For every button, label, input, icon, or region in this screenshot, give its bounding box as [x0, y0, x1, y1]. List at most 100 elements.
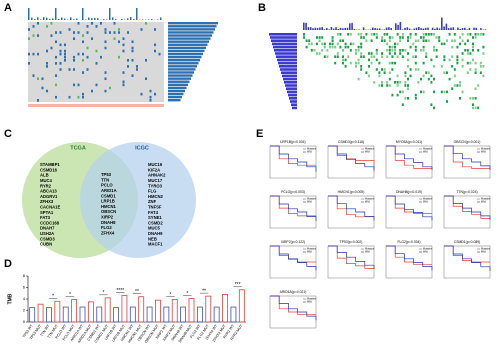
- oncoprint-cell: [77, 22, 80, 25]
- oncoprint-cell: [381, 84, 383, 87]
- legend-label: Wild: [307, 301, 312, 304]
- oncoprint-cell: [373, 33, 376, 36]
- oncoprint-cell: [404, 81, 407, 84]
- oncoprint-cell: [77, 83, 80, 87]
- oncoprint-cell: [474, 36, 477, 39]
- oncoprint-cell: [422, 39, 425, 42]
- legend-label: Mutation: [365, 248, 375, 251]
- oncoprint-cell: [438, 36, 441, 39]
- oncoprint-cell: [440, 42, 443, 46]
- oncoprint-top: [323, 29, 326, 30]
- oncoprint-side: [168, 55, 202, 59]
- oncoprint-top: [424, 27, 427, 30]
- plot-title: ARID1A(p=0.021): [280, 290, 307, 294]
- gene-label: HMCN1: [101, 204, 117, 209]
- bar: [205, 295, 212, 323]
- oncoprint-cell: [59, 49, 62, 53]
- oncoprint-cell: [482, 65, 485, 68]
- gene-label: CACNA1E: [40, 205, 60, 210]
- oncoprint-cell: [336, 52, 339, 55]
- gene-label: SYNE1: [148, 215, 162, 220]
- oncoprint-cell: [422, 61, 425, 65]
- y-tick-label: 6: [23, 285, 26, 290]
- oncoprint-cell: [158, 52, 161, 56]
- oncoprint-top: [49, 18, 51, 20]
- oncoprint-top: [73, 19, 75, 20]
- oncoprint-cell: [154, 49, 156, 53]
- oncoprint-top: [28, 8, 30, 20]
- oncoprint-cell: [310, 49, 313, 52]
- oncoprint-cell: [482, 52, 485, 55]
- oncoprint-top: [82, 8, 84, 20]
- oncoprint-cell: [344, 42, 347, 46]
- oncoprint-cell: [459, 42, 461, 46]
- oncoprint-side: [168, 49, 205, 53]
- legend-label: Mutation: [423, 198, 433, 201]
- bar: [54, 300, 61, 323]
- oncoprint-cell: [370, 39, 373, 42]
- oncoprint-cell: [365, 33, 368, 36]
- oncoprint-cell: [388, 84, 391, 87]
- oncoprint-cell: [451, 55, 454, 58]
- oncoprint-cell: [100, 55, 102, 59]
- oncoprint-cell: [32, 34, 35, 37]
- oncoprint-cell: [46, 25, 48, 28]
- significance: *: [170, 292, 172, 298]
- oncoprint-cell: [451, 45, 454, 49]
- oncoprint-top: [413, 28, 415, 30]
- oncoprint-cell: [407, 36, 409, 39]
- oncoprint-cell: [479, 71, 482, 74]
- oncoprint-top: [418, 27, 420, 30]
- oncoprint-cell: [391, 93, 394, 97]
- oncoprint-top: [106, 19, 108, 20]
- oncoprint-cell: [459, 81, 461, 84]
- significance: *: [52, 294, 54, 300]
- oncoprint-cell: [386, 33, 389, 36]
- oncoprint-cell: [448, 77, 451, 81]
- significance: *: [186, 291, 188, 297]
- oncoprint-cell: [362, 36, 365, 39]
- oncoprint-cell: [474, 71, 477, 74]
- oncoprint-cell: [433, 90, 435, 94]
- oncoprint-cell: [323, 55, 326, 58]
- legend-label: Wild: [307, 251, 312, 254]
- plot-title: CSMD1(p=0.089): [454, 240, 480, 244]
- oncoprint-cell: [360, 65, 363, 68]
- oncoprint-top: [408, 28, 411, 30]
- legend-label: Mutation: [423, 248, 433, 251]
- oncoprint-cell: [482, 74, 485, 78]
- oncoprint-cell: [357, 49, 360, 52]
- oncoprint-cell: [399, 39, 402, 42]
- oncoprint-cell: [388, 77, 391, 81]
- oncoprint-top: [94, 17, 96, 20]
- oncoprint-side: [281, 71, 297, 74]
- oncoprint-cell: [86, 55, 89, 59]
- oncoprint-cell: [357, 58, 360, 62]
- oncoprint-cell: [422, 45, 425, 49]
- oncoprint-cell: [477, 49, 480, 52]
- oncoprint-cell: [427, 33, 430, 36]
- oncoprint-cell: [91, 89, 93, 93]
- oncoprint-cell: [104, 77, 107, 81]
- oncoprint-cell: [360, 55, 363, 58]
- oncoprint-cell: [396, 33, 399, 36]
- oncoprint-side: [287, 90, 297, 94]
- oncoprint-top: [76, 18, 78, 20]
- oncoprint-cell: [386, 49, 389, 52]
- oncoprint-cell: [100, 22, 102, 25]
- oncoprint-cell: [316, 42, 318, 46]
- oncoprint-cell: [122, 71, 125, 74]
- gene-label: MUC5: [148, 226, 161, 231]
- oncoprint-side: [272, 42, 297, 46]
- oncoprint-cell: [82, 52, 84, 56]
- oncoprint-cell: [368, 58, 370, 62]
- oncoprint-side: [292, 106, 297, 110]
- oncoprint-cell: [443, 55, 446, 58]
- oncoprint-cell: [37, 77, 39, 81]
- oncoprint-cell: [422, 90, 425, 94]
- oncoprint-top: [344, 27, 346, 30]
- oncoprint-cell: [349, 33, 352, 36]
- legend-label: Wild: [481, 251, 486, 254]
- bar: [29, 307, 36, 323]
- oncoprint-cell: [140, 28, 143, 31]
